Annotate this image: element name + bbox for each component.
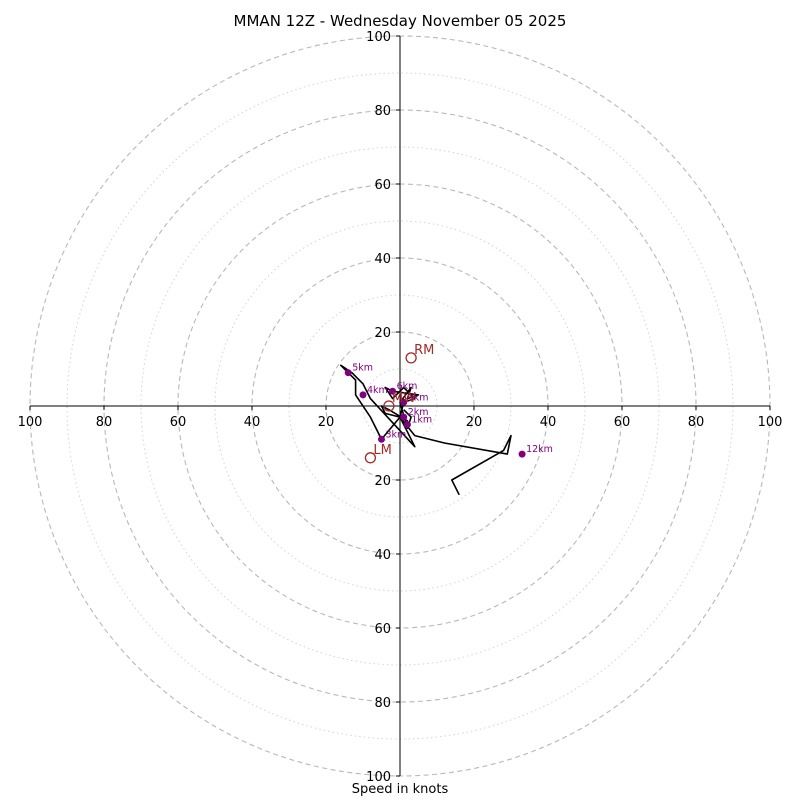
tick-label-bottom: 80 bbox=[374, 696, 391, 711]
tick-label-left: 60 bbox=[170, 415, 187, 430]
tick-label-bottom: 40 bbox=[374, 548, 391, 563]
height-marker bbox=[378, 435, 385, 443]
height-marker bbox=[389, 387, 397, 395]
tick-label-bottom: 60 bbox=[374, 622, 391, 637]
tick-label-top: 20 bbox=[374, 326, 391, 341]
storm-motion-label: MW bbox=[392, 391, 416, 406]
tick-label-right: 100 bbox=[758, 415, 783, 430]
height-marker-label: 12km bbox=[526, 444, 553, 455]
tick-label-left: 100 bbox=[18, 415, 43, 430]
hodograph-line bbox=[339, 364, 512, 496]
tick-label-top: 80 bbox=[374, 104, 391, 119]
x-axis-label: Speed in knots bbox=[351, 782, 449, 797]
tick-label-bottom: 100 bbox=[366, 770, 391, 785]
hodograph-trace bbox=[339, 364, 512, 496]
tick-label-top: 100 bbox=[366, 30, 391, 45]
storm-motion-marker bbox=[405, 352, 417, 364]
height-marker bbox=[344, 369, 352, 377]
axes bbox=[30, 36, 770, 776]
tick-labels: 20 20 20 20 40 40 40 40 60 60 60 60 80 80 80 80 100 100 10… bbox=[18, 30, 783, 785]
height-marker-label: 3km bbox=[386, 429, 407, 440]
height-marker-label: 4km bbox=[367, 385, 388, 396]
tick-label-bottom: 20 bbox=[374, 474, 391, 489]
height-marker-label: 1km bbox=[411, 415, 432, 426]
storm-motion-marker bbox=[364, 452, 377, 464]
storm-motion-marker bbox=[383, 400, 395, 412]
tick-label-left: 40 bbox=[244, 415, 261, 430]
tick-label-right: 40 bbox=[540, 415, 557, 430]
chart-title: MMAN 12Z - Wednesday November 05 2025 bbox=[233, 12, 567, 30]
tick-label-right: 80 bbox=[688, 415, 705, 430]
tick-label-left: 20 bbox=[318, 415, 335, 430]
storm-motion-label: RM bbox=[414, 343, 434, 358]
height-marker bbox=[400, 398, 408, 406]
tick-label-right: 60 bbox=[614, 415, 631, 430]
height-marker-label: 5km bbox=[352, 363, 373, 374]
tick-label-top: 40 bbox=[374, 252, 391, 267]
height-marker bbox=[403, 421, 411, 428]
height-marker bbox=[359, 391, 367, 399]
height-marker bbox=[518, 450, 526, 458]
height-marker-label: 9km bbox=[408, 392, 429, 403]
height-marker-label: 6km bbox=[397, 381, 418, 392]
tick-label-top: 60 bbox=[374, 178, 391, 193]
tick-label-left: 80 bbox=[96, 415, 113, 430]
height-marker bbox=[400, 413, 408, 421]
tick-label-right: 20 bbox=[466, 415, 483, 430]
height-marker-label: 2km bbox=[408, 407, 429, 418]
storm-motion-label: LM bbox=[373, 443, 391, 458]
storm-motion-markers: RM LM MW bbox=[364, 343, 434, 464]
